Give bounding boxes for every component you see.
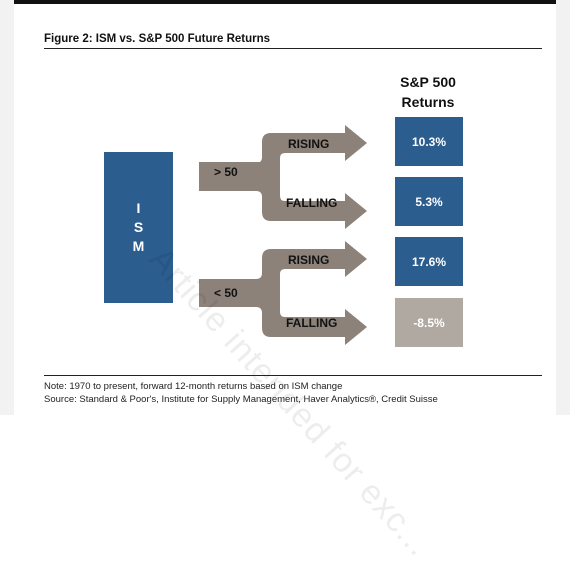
figure-note: Note: 1970 to present, forward 12-month … [44,381,343,392]
title-rule [44,48,542,49]
return-box-lower-falling: -8.5% [395,298,463,347]
ism-box: ISM [104,152,173,303]
return-box-upper-falling: 5.3% [395,177,463,226]
upper-rising-label: RISING [288,137,330,151]
lower-falling-label: FALLING [286,316,338,330]
column-header: S&P 500 Returns [400,74,456,110]
return-box-upper-rising: 10.3% [395,117,463,166]
lower-rising-label: RISING [288,253,330,267]
branch-arrows [199,125,367,345]
upper-fork [199,125,367,229]
right-margin [556,0,570,415]
window-top-bar [0,0,570,4]
lower-condition-label: < 50 [214,286,238,300]
lower-fork [199,241,367,345]
footer-rule [44,375,542,376]
figure-source: Source: Standard & Poor's, Institute for… [44,394,438,405]
return-box-lower-rising: 17.6% [395,237,463,286]
ism-label: ISM [132,200,145,254]
upper-falling-label: FALLING [286,196,338,210]
upper-condition-label: > 50 [214,165,238,179]
left-margin [0,0,14,415]
figure-title: Figure 2: ISM vs. S&P 500 Future Returns [44,33,271,45]
